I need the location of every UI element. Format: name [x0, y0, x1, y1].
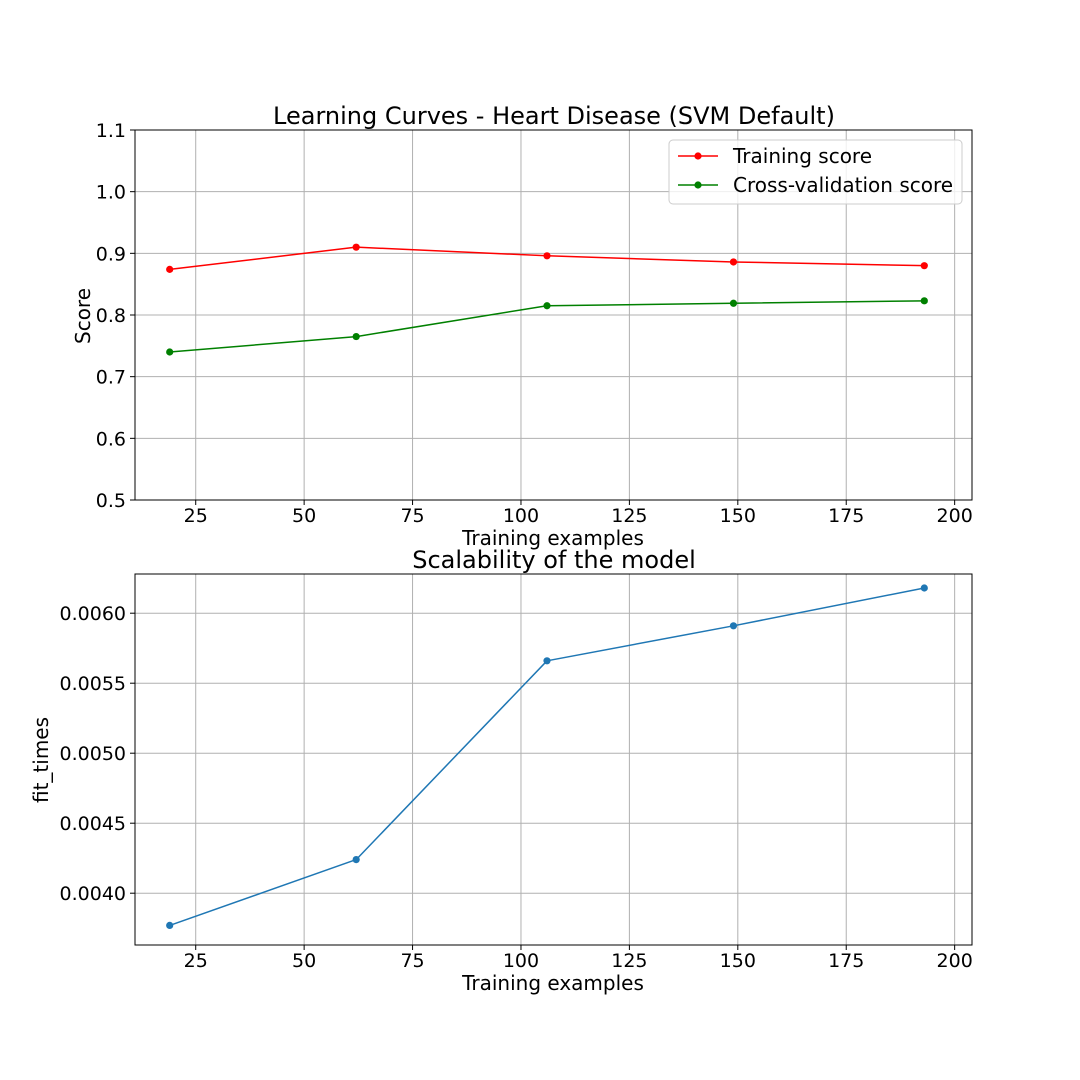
x-axis-label: Training examples — [461, 526, 644, 550]
y-tick-label: 0.0055 — [60, 673, 126, 695]
data-point — [920, 584, 928, 592]
legend-label-training-score: Training score — [732, 144, 872, 168]
data-series — [166, 243, 928, 356]
gridlines — [135, 574, 972, 945]
y-tick-label: 0.0060 — [60, 603, 126, 625]
x-tick-label: 175 — [828, 505, 864, 527]
learning-curves-chart: Learning Curves - Heart Disease (SVM Def… — [71, 102, 973, 550]
y-tick-label: 0.5 — [96, 490, 126, 512]
legend-box — [668, 139, 963, 205]
y-tick-label: 0.8 — [96, 305, 126, 327]
data-point — [352, 332, 360, 341]
y-tick-label: 1.1 — [96, 120, 126, 142]
data-point — [543, 252, 551, 260]
x-tick-label: 150 — [720, 950, 756, 972]
data-point — [352, 856, 360, 864]
legend-marker-cross-validation-score — [694, 181, 702, 189]
ticks: 25 50 75 100 125 150 175 200 0.5 0.6 0.7 0.8 0.9 1.0 1… — [96, 120, 973, 527]
x-tick-label: 200 — [937, 950, 973, 972]
y-tick-label: 0.7 — [96, 367, 126, 389]
data-point — [729, 258, 738, 266]
data-point — [920, 297, 928, 305]
legend-marker-training-score — [694, 152, 702, 160]
chart-title: Learning Curves - Heart Disease (SVM Def… — [273, 102, 835, 130]
data-point — [352, 243, 360, 251]
x-tick-label: 75 — [400, 505, 424, 527]
data-point — [920, 262, 928, 270]
data-point — [166, 348, 174, 356]
y-tick-label: 1.0 — [96, 182, 126, 204]
x-tick-label: 50 — [292, 950, 316, 972]
data-point — [543, 302, 551, 310]
scalability-chart: Scalability of the model 25 50 75 100 125 150… — [29, 546, 973, 995]
x-tick-label: 150 — [720, 505, 756, 527]
x-tick-label: 125 — [611, 505, 647, 527]
data-point — [166, 921, 174, 930]
legend-label-cross-validation-score: Cross-validation score — [733, 173, 953, 197]
x-tick-label: 50 — [292, 505, 316, 527]
plot-area — [134, 573, 973, 946]
x-tick-label: 75 — [400, 950, 424, 972]
x-tick-label: 125 — [611, 950, 647, 972]
data-point — [729, 622, 738, 630]
ticks: 25 50 75 100 125 150 175 200 0.0040 0.0045 0.0050 0… — [60, 603, 973, 972]
x-tick-label: 200 — [937, 505, 973, 527]
data-point — [729, 299, 738, 307]
x-tick-label: 25 — [184, 950, 208, 972]
x-axis-label: Training examples — [461, 971, 644, 995]
y-tick-label: 0.9 — [96, 243, 126, 265]
y-tick-label: 0.6 — [96, 428, 126, 450]
x-tick-label: 100 — [503, 950, 539, 972]
y-tick-label: 0.0040 — [60, 883, 126, 905]
data-series — [166, 584, 928, 930]
x-tick-label: 175 — [828, 950, 864, 972]
data-point — [543, 657, 551, 665]
chart-title: Scalability of the model — [412, 546, 696, 574]
y-axis-label: Score — [71, 288, 95, 344]
data-point — [166, 265, 174, 273]
legend: Training score Cross-validation score — [668, 139, 963, 205]
x-tick-label: 25 — [184, 505, 208, 527]
y-tick-label: 0.0045 — [60, 813, 126, 835]
y-tick-label: 0.0050 — [60, 743, 126, 765]
x-tick-label: 100 — [503, 505, 539, 527]
y-axis-label: fit_times — [29, 717, 53, 803]
